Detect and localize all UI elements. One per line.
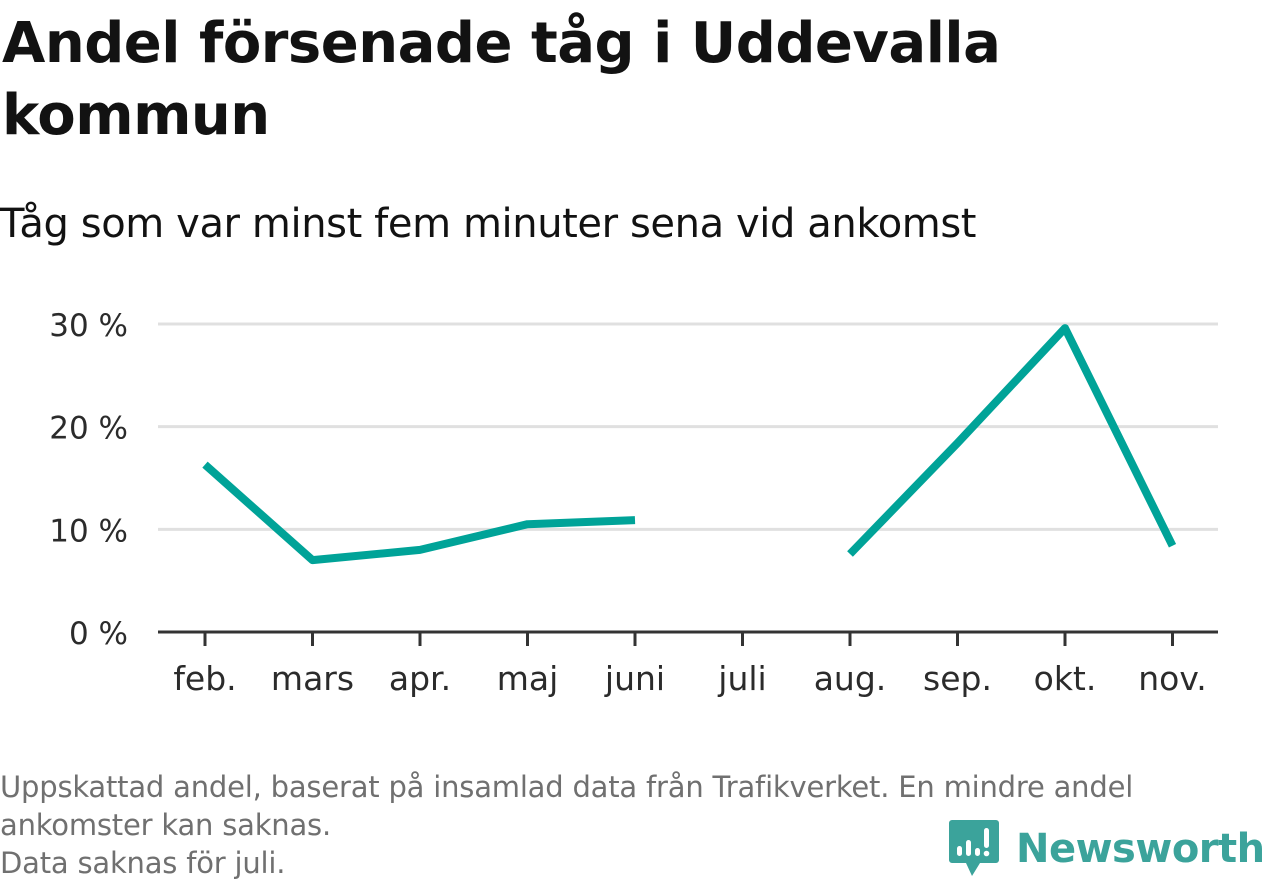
grid-lines	[158, 324, 1218, 529]
x-tick-label: apr.	[389, 659, 451, 698]
x-tick-label: okt.	[1034, 659, 1097, 698]
y-tick-label: 0 %	[69, 616, 128, 652]
x-tick-label: mars	[271, 659, 354, 698]
y-tick-label: 10 %	[49, 513, 128, 549]
y-axis-ticks: 0 % 10 % 20 % 30 %	[49, 308, 128, 652]
x-axis-ticks: feb. mars apr. maj juni juli aug. sep. okt. nov.	[173, 632, 1206, 698]
x-tick-label: nov.	[1138, 659, 1207, 698]
y-tick-label: 30 %	[49, 308, 128, 344]
x-tick-label: juli	[717, 659, 766, 698]
series-lines	[205, 328, 1173, 560]
series-line-segment	[205, 465, 635, 560]
series-line-segment	[850, 328, 1173, 554]
x-tick-label: aug.	[814, 659, 887, 698]
newsworthy-logo: Newsworthy	[948, 818, 1262, 880]
footnote-line1: Uppskattad andel, baserat på insamlad da…	[0, 768, 1250, 806]
newsworthy-bar-chart-bubble-icon	[948, 818, 1000, 880]
x-tick-label: maj	[497, 659, 559, 698]
x-tick-label: feb.	[173, 659, 236, 698]
x-tick-label: sep.	[923, 659, 992, 698]
brand-name: Newsworthy	[1016, 823, 1262, 875]
x-tick-label: juni	[604, 659, 665, 698]
y-tick-label: 20 %	[49, 411, 128, 447]
